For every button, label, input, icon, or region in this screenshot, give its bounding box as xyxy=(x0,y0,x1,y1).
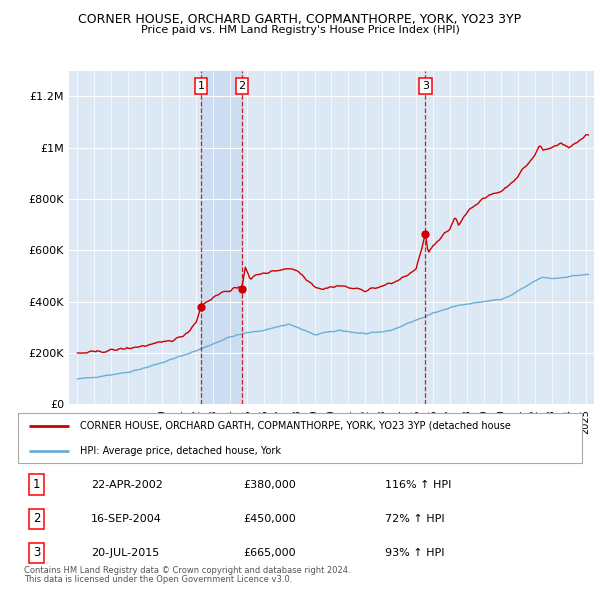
Text: This data is licensed under the Open Government Licence v3.0.: This data is licensed under the Open Gov… xyxy=(24,575,292,584)
Text: 93% ↑ HPI: 93% ↑ HPI xyxy=(385,548,444,558)
Text: 3: 3 xyxy=(33,546,40,559)
Text: CORNER HOUSE, ORCHARD GARTH, COPMANTHORPE, YORK, YO23 3YP: CORNER HOUSE, ORCHARD GARTH, COPMANTHORP… xyxy=(79,13,521,26)
Text: £665,000: £665,000 xyxy=(244,548,296,558)
Text: 1: 1 xyxy=(197,81,205,91)
Text: 20-JUL-2015: 20-JUL-2015 xyxy=(91,548,160,558)
Text: HPI: Average price, detached house, York: HPI: Average price, detached house, York xyxy=(80,445,281,455)
Text: 72% ↑ HPI: 72% ↑ HPI xyxy=(385,514,444,523)
Text: 1: 1 xyxy=(33,478,40,491)
Text: 2: 2 xyxy=(33,512,40,525)
Text: CORNER HOUSE, ORCHARD GARTH, COPMANTHORPE, YORK, YO23 3YP (detached house: CORNER HOUSE, ORCHARD GARTH, COPMANTHORP… xyxy=(80,421,511,431)
Text: £450,000: £450,000 xyxy=(244,514,296,523)
Text: Price paid vs. HM Land Registry's House Price Index (HPI): Price paid vs. HM Land Registry's House … xyxy=(140,25,460,35)
Text: 2: 2 xyxy=(238,81,245,91)
Text: 3: 3 xyxy=(422,81,429,91)
Bar xyxy=(201,71,242,404)
Text: 16-SEP-2004: 16-SEP-2004 xyxy=(91,514,162,523)
Text: £380,000: £380,000 xyxy=(244,480,296,490)
Text: 116% ↑ HPI: 116% ↑ HPI xyxy=(385,480,451,490)
FancyBboxPatch shape xyxy=(18,413,582,463)
Text: 22-APR-2002: 22-APR-2002 xyxy=(91,480,163,490)
Text: Contains HM Land Registry data © Crown copyright and database right 2024.: Contains HM Land Registry data © Crown c… xyxy=(24,566,350,575)
